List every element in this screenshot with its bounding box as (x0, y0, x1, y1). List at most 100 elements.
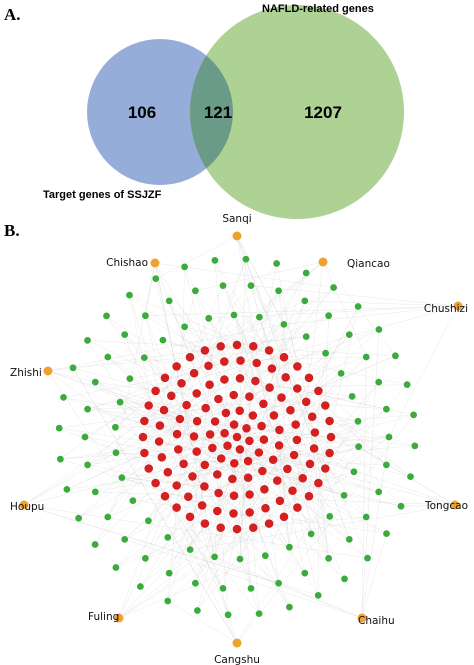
compound-node (285, 603, 294, 612)
herb-node-zhishi (42, 365, 54, 377)
network-edge (361, 356, 367, 619)
target-node (274, 440, 284, 451)
herb-nodes: Sanqi Qiancao Chushizi Tongcao Chaihu Cangshu… (10, 213, 468, 665)
network-edge (63, 397, 303, 479)
compound-node (81, 432, 90, 441)
target-node (243, 456, 253, 466)
target-node (280, 372, 291, 383)
network-edge (240, 356, 367, 361)
target-node (159, 405, 169, 415)
compound-node (391, 351, 400, 360)
compound-node (120, 330, 129, 339)
compound-node (324, 311, 333, 320)
network-edge (233, 314, 264, 404)
target-node (248, 341, 259, 352)
compound-node (325, 512, 334, 521)
network-edge (247, 477, 260, 614)
network-edge (72, 367, 156, 392)
target-node (272, 475, 283, 486)
network-edge (388, 305, 459, 438)
target-node (279, 511, 289, 522)
compound-node (204, 314, 213, 323)
network-edge (195, 290, 227, 413)
target-node (185, 352, 195, 363)
herb-label-zhishi: Zhishi (10, 367, 42, 379)
panel-b-letter: B. (4, 221, 20, 240)
network-edge (72, 367, 238, 644)
compound-node (125, 291, 134, 300)
target-node (162, 467, 173, 478)
compound-node (348, 392, 357, 401)
network-edge (60, 429, 280, 460)
target-node (191, 388, 202, 399)
compound-node (117, 473, 126, 482)
network-edge (208, 315, 329, 366)
panel-a-letter: A. (4, 5, 21, 24)
target-node (235, 355, 246, 366)
compound-node (236, 554, 245, 563)
compound-node (112, 448, 121, 457)
network-edge (179, 418, 345, 580)
network-edge (47, 324, 284, 372)
venn-set-nafld-genes (190, 5, 404, 219)
network-edge (197, 459, 274, 611)
target-node (301, 396, 312, 407)
herb-node-chishao (149, 257, 161, 269)
compound-node (307, 529, 316, 538)
compound-node (300, 569, 309, 578)
target-node (264, 345, 274, 356)
compound-node (83, 460, 92, 469)
target-node (181, 400, 192, 410)
network-edge (308, 384, 408, 497)
target-node (253, 447, 264, 458)
target-node (174, 414, 185, 424)
compound-node (224, 610, 233, 619)
network-edge (145, 315, 218, 512)
network-edge (234, 329, 380, 464)
network-edge (107, 404, 187, 518)
herb-label-chishao: Chishao (106, 257, 148, 269)
network-edge (23, 452, 117, 506)
target-node (258, 398, 269, 409)
herb-label-fuling: Fuling (88, 611, 119, 623)
network-edge (154, 262, 170, 301)
network-edge (124, 334, 161, 426)
target-node (171, 480, 182, 491)
compound-node (102, 311, 111, 320)
compound-node (191, 286, 200, 295)
target-node (207, 442, 218, 453)
compound-node (274, 579, 283, 588)
compound-node (340, 491, 349, 500)
target-node (258, 434, 269, 445)
network-edge (140, 439, 265, 587)
network-edge (145, 315, 179, 450)
network-edge (78, 433, 225, 519)
network-edge (23, 315, 329, 506)
target-node (243, 472, 253, 483)
target-node (304, 372, 314, 383)
network-edge (119, 402, 238, 644)
compound-node (384, 432, 393, 441)
target-node (324, 448, 335, 458)
compound-node (116, 398, 125, 407)
network-edge (208, 305, 459, 319)
compound-node (410, 441, 419, 450)
network-edge (121, 477, 205, 487)
herb-node-houpu (18, 499, 30, 511)
target-node (274, 424, 285, 435)
network-edge (155, 235, 238, 279)
compound-node (321, 349, 330, 358)
network-edge (106, 315, 235, 464)
network-edge (195, 261, 324, 291)
network-edge (239, 428, 247, 560)
compound-node (83, 405, 92, 414)
herb-label-tongcao: Tongcao (424, 500, 468, 512)
network-edge (214, 260, 238, 530)
target-node (213, 394, 224, 404)
target-node (292, 361, 303, 372)
network-edge (129, 295, 238, 644)
network-edge (148, 408, 206, 521)
compound-node (125, 374, 134, 383)
target-node (247, 410, 258, 421)
